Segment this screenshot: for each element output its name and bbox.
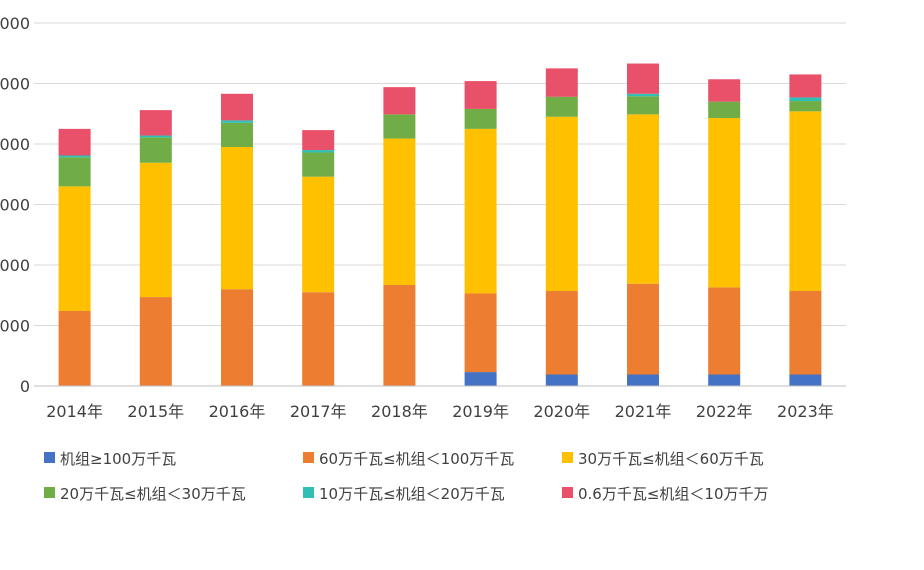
bar-segment-2020年-3 <box>545 116 578 292</box>
bar-segment-2021年-4 <box>627 96 659 115</box>
legend-item: 30万千瓦≤机组＜60万千瓦 <box>562 450 764 468</box>
bar-segment-2023年-3 <box>789 111 822 292</box>
x-tick-label: 2022年 <box>696 402 753 421</box>
legend-label: 60万千瓦≤机组＜100万千瓦 <box>319 450 514 468</box>
bar-segment-2023年-2 <box>789 291 822 375</box>
bar-segment-2023年-5 <box>789 97 822 102</box>
legend-label: 10万千瓦≤机组＜20万千瓦 <box>319 485 505 503</box>
bar-segment-2014年-2 <box>58 310 91 386</box>
x-tick-label: 2017年 <box>290 402 347 421</box>
bar-segment-2019年-1 <box>464 372 497 386</box>
bar-segment-2017年-6 <box>302 130 335 151</box>
bar-segment-2023年-1 <box>789 374 822 386</box>
bar-segment-2015年-2 <box>139 297 172 386</box>
x-tick-label: 2016年 <box>209 402 266 421</box>
legend-swatch <box>44 487 55 498</box>
bar-segment-2016年-4 <box>221 122 253 148</box>
legend-item: 60万千瓦≤机组＜100万千瓦 <box>303 450 514 468</box>
bar-segment-2015年-6 <box>139 110 172 136</box>
x-tick-label: 2015年 <box>127 402 184 421</box>
bar-segment-2021年-3 <box>627 114 659 284</box>
bar-segment-2016年-6 <box>221 93 253 121</box>
bar-segment-2018年-6 <box>383 87 416 115</box>
x-tick-label: 2021年 <box>615 402 672 421</box>
y-tick-label: 3000 <box>0 196 30 215</box>
bar-segment-2016年-5 <box>221 120 253 123</box>
bar-segment-2022年-6 <box>708 79 741 102</box>
bar-segment-2021年-6 <box>627 63 659 94</box>
legend-swatch <box>303 487 314 498</box>
bar-segment-2020年-6 <box>545 68 578 97</box>
x-tick-label: 2020年 <box>533 402 590 421</box>
bar-segment-2022年-3 <box>708 117 741 288</box>
axes: 0 1000 2000 3000 4000 5000 6000 2014年 2015年 2016年… <box>0 14 846 421</box>
legend-item: 机组≥100万千瓦 <box>44 450 176 468</box>
legend: 机组≥100万千瓦 60万千瓦≤机组＜100万千瓦 30万千瓦≤机组＜60万千瓦 20… <box>44 450 769 503</box>
bar-segment-2016年-2 <box>221 289 253 386</box>
bar-segment-2022年-4 <box>708 101 741 118</box>
bar-segment-2018年-4 <box>383 114 416 139</box>
legend-item: 20万千瓦≤机组＜30万千瓦 <box>44 485 246 503</box>
bar-segment-2023年-6 <box>789 74 822 98</box>
bar-segment-2016年-3 <box>221 147 253 290</box>
x-tick-label: 2023年 <box>777 402 834 421</box>
y-tick-label: 0 <box>20 377 30 396</box>
bar-segment-2019年-4 <box>464 108 497 129</box>
bar-segment-2023年-4 <box>789 101 822 112</box>
y-tick-label: 1000 <box>0 317 30 336</box>
legend-swatch <box>562 487 573 498</box>
bar-segment-2020年-1 <box>545 374 578 386</box>
y-tick-label: 4000 <box>0 135 30 154</box>
bar-segment-2019年-6 <box>464 81 497 109</box>
bar-segment-2018年-3 <box>383 138 416 285</box>
legend-label: 0.6万千瓦≤机组＜10万千万 <box>578 485 769 503</box>
legend-swatch <box>303 452 314 463</box>
x-tick-label: 2018年 <box>371 402 428 421</box>
legend-label: 30万千瓦≤机组＜60万千瓦 <box>578 450 764 468</box>
y-tick-label: 2000 <box>0 256 30 275</box>
legend-item: 10万千瓦≤机组＜20万千瓦 <box>303 485 505 503</box>
legend-swatch <box>44 452 55 463</box>
bar-segment-2019年-3 <box>464 128 497 294</box>
x-tick-label: 2019年 <box>452 402 509 421</box>
bar-segment-2015年-3 <box>139 162 172 298</box>
bars <box>58 63 822 386</box>
bar-segment-2020年-4 <box>545 96 578 117</box>
bar-segment-2019年-2 <box>464 293 497 373</box>
bar-segment-2014年-4 <box>58 157 91 187</box>
y-tick-label: 5000 <box>0 75 30 94</box>
legend-item: 0.6万千瓦≤机组＜10万千万 <box>562 485 769 503</box>
bar-segment-2015年-4 <box>139 137 172 163</box>
bar-segment-2017年-4 <box>302 152 335 177</box>
bar-segment-2018年-2 <box>383 284 416 386</box>
bar-segment-2014年-3 <box>58 186 91 311</box>
bar-segment-2017年-3 <box>302 176 335 293</box>
legend-label: 20万千瓦≤机组＜30万千瓦 <box>60 485 246 503</box>
bar-segment-2022年-1 <box>708 374 741 386</box>
bar-segment-2017年-5 <box>302 150 335 153</box>
bar-segment-2022年-2 <box>708 287 741 375</box>
bar-segment-2014年-5 <box>58 155 91 158</box>
bar-segment-2017年-2 <box>302 292 335 386</box>
bar-segment-2021年-2 <box>627 283 659 375</box>
bar-segment-2014年-6 <box>58 128 91 156</box>
bar-segment-2021年-1 <box>627 374 659 386</box>
legend-swatch <box>562 452 573 463</box>
bar-segment-2020年-2 <box>545 291 578 375</box>
legend-label: 机组≥100万千瓦 <box>60 450 176 468</box>
x-tick-label: 2014年 <box>46 402 103 421</box>
bar-segment-2021年-5 <box>627 93 659 97</box>
y-tick-label: 6000 <box>0 14 30 33</box>
bar-segment-2015年-5 <box>139 135 172 138</box>
